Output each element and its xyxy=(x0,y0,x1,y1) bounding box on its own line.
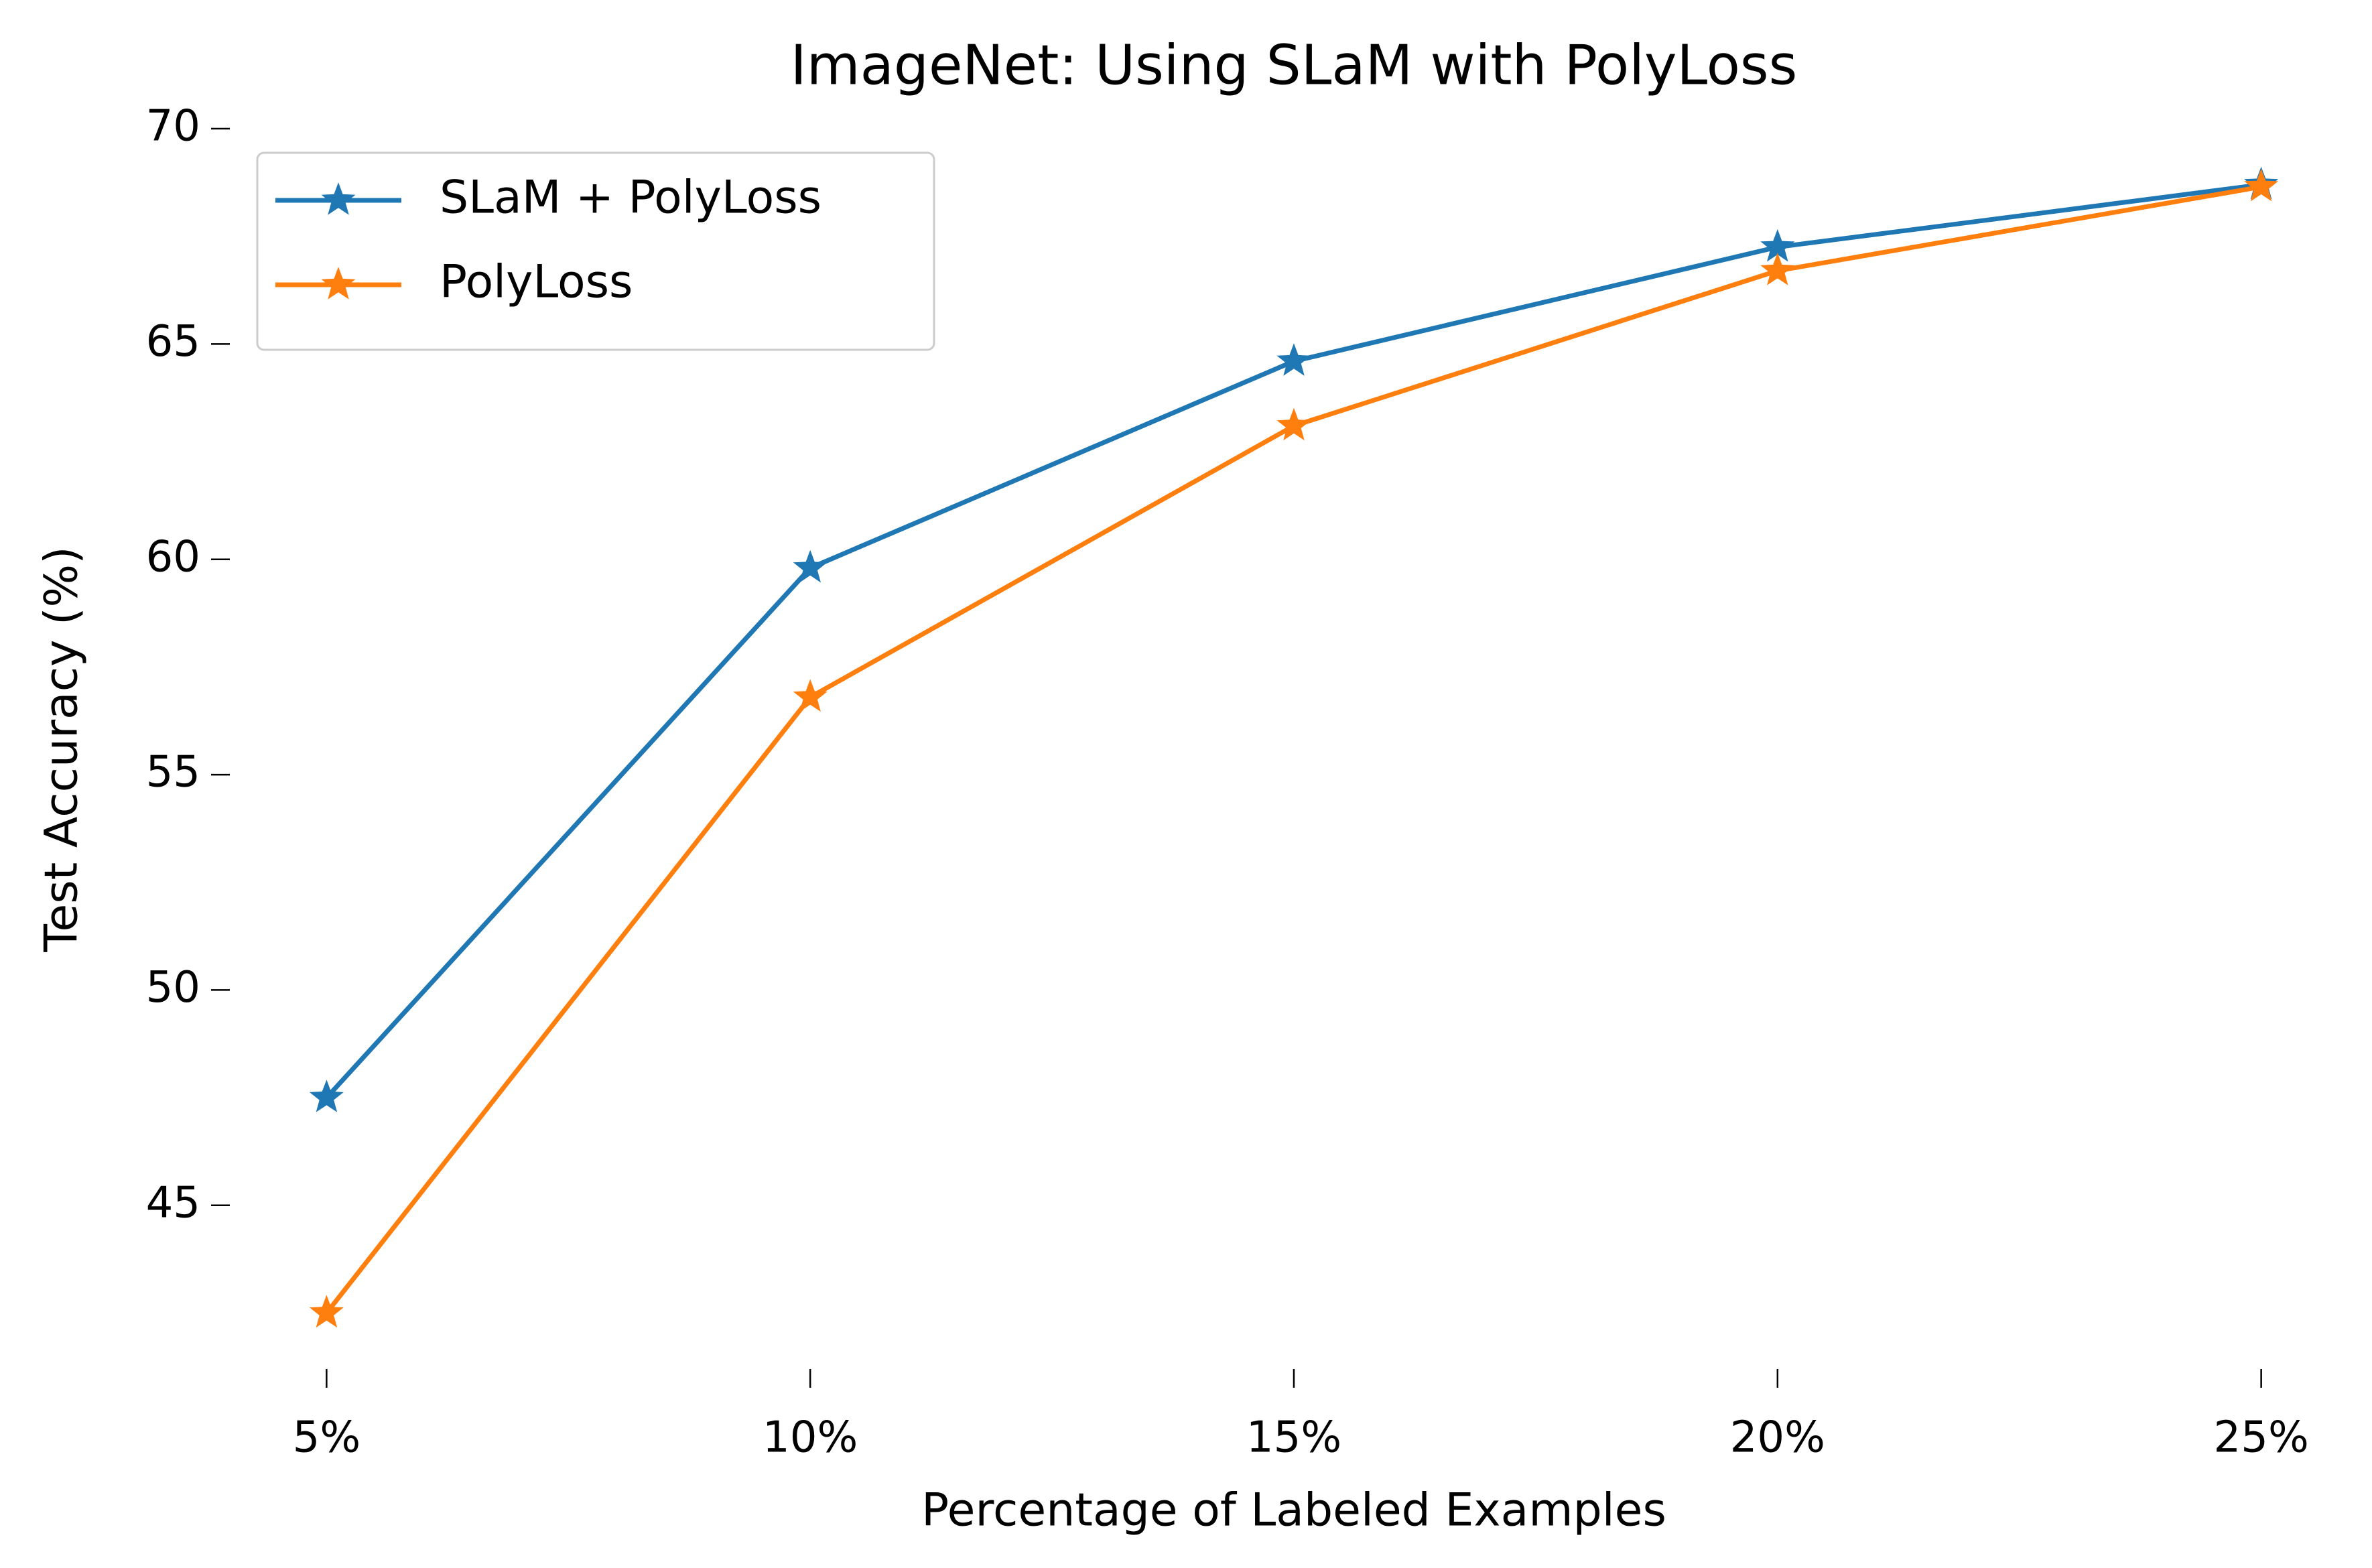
legend-marker xyxy=(321,267,356,300)
data-point xyxy=(1760,253,1795,285)
y-tick-label: 50 xyxy=(146,963,200,1012)
y-tick-label: 45 xyxy=(146,1178,200,1228)
y-axis-label: Test Accuracy (%) xyxy=(36,546,88,952)
x-axis-label: Percentage of Labeled Examples xyxy=(921,1484,1666,1537)
data-point xyxy=(2244,168,2279,202)
data-point xyxy=(309,1295,344,1328)
y-tick-label: 70 xyxy=(146,102,200,151)
legend-label: SLaM + PolyLoss xyxy=(440,172,821,224)
chart-title: ImageNet: Using SLaM with PolyLoss xyxy=(791,34,1798,97)
data-point xyxy=(793,679,828,712)
legend-box xyxy=(256,151,935,351)
data-point xyxy=(309,1080,344,1112)
y-tick-label: 60 xyxy=(146,532,200,582)
x-tick-label: 5% xyxy=(293,1413,361,1463)
legend-marker xyxy=(321,182,356,215)
data-point xyxy=(1276,343,1311,376)
x-tick-label: 25% xyxy=(2214,1413,2309,1463)
data-point xyxy=(1276,407,1311,441)
y-tick-label: 65 xyxy=(146,317,200,367)
x-tick-label: 15% xyxy=(1246,1413,1341,1463)
y-tick-label: 55 xyxy=(146,748,200,797)
legend-label: PolyLoss xyxy=(440,256,633,309)
x-tick-label: 20% xyxy=(1730,1413,1825,1463)
x-tick-label: 10% xyxy=(763,1413,858,1463)
data-point xyxy=(793,549,828,583)
